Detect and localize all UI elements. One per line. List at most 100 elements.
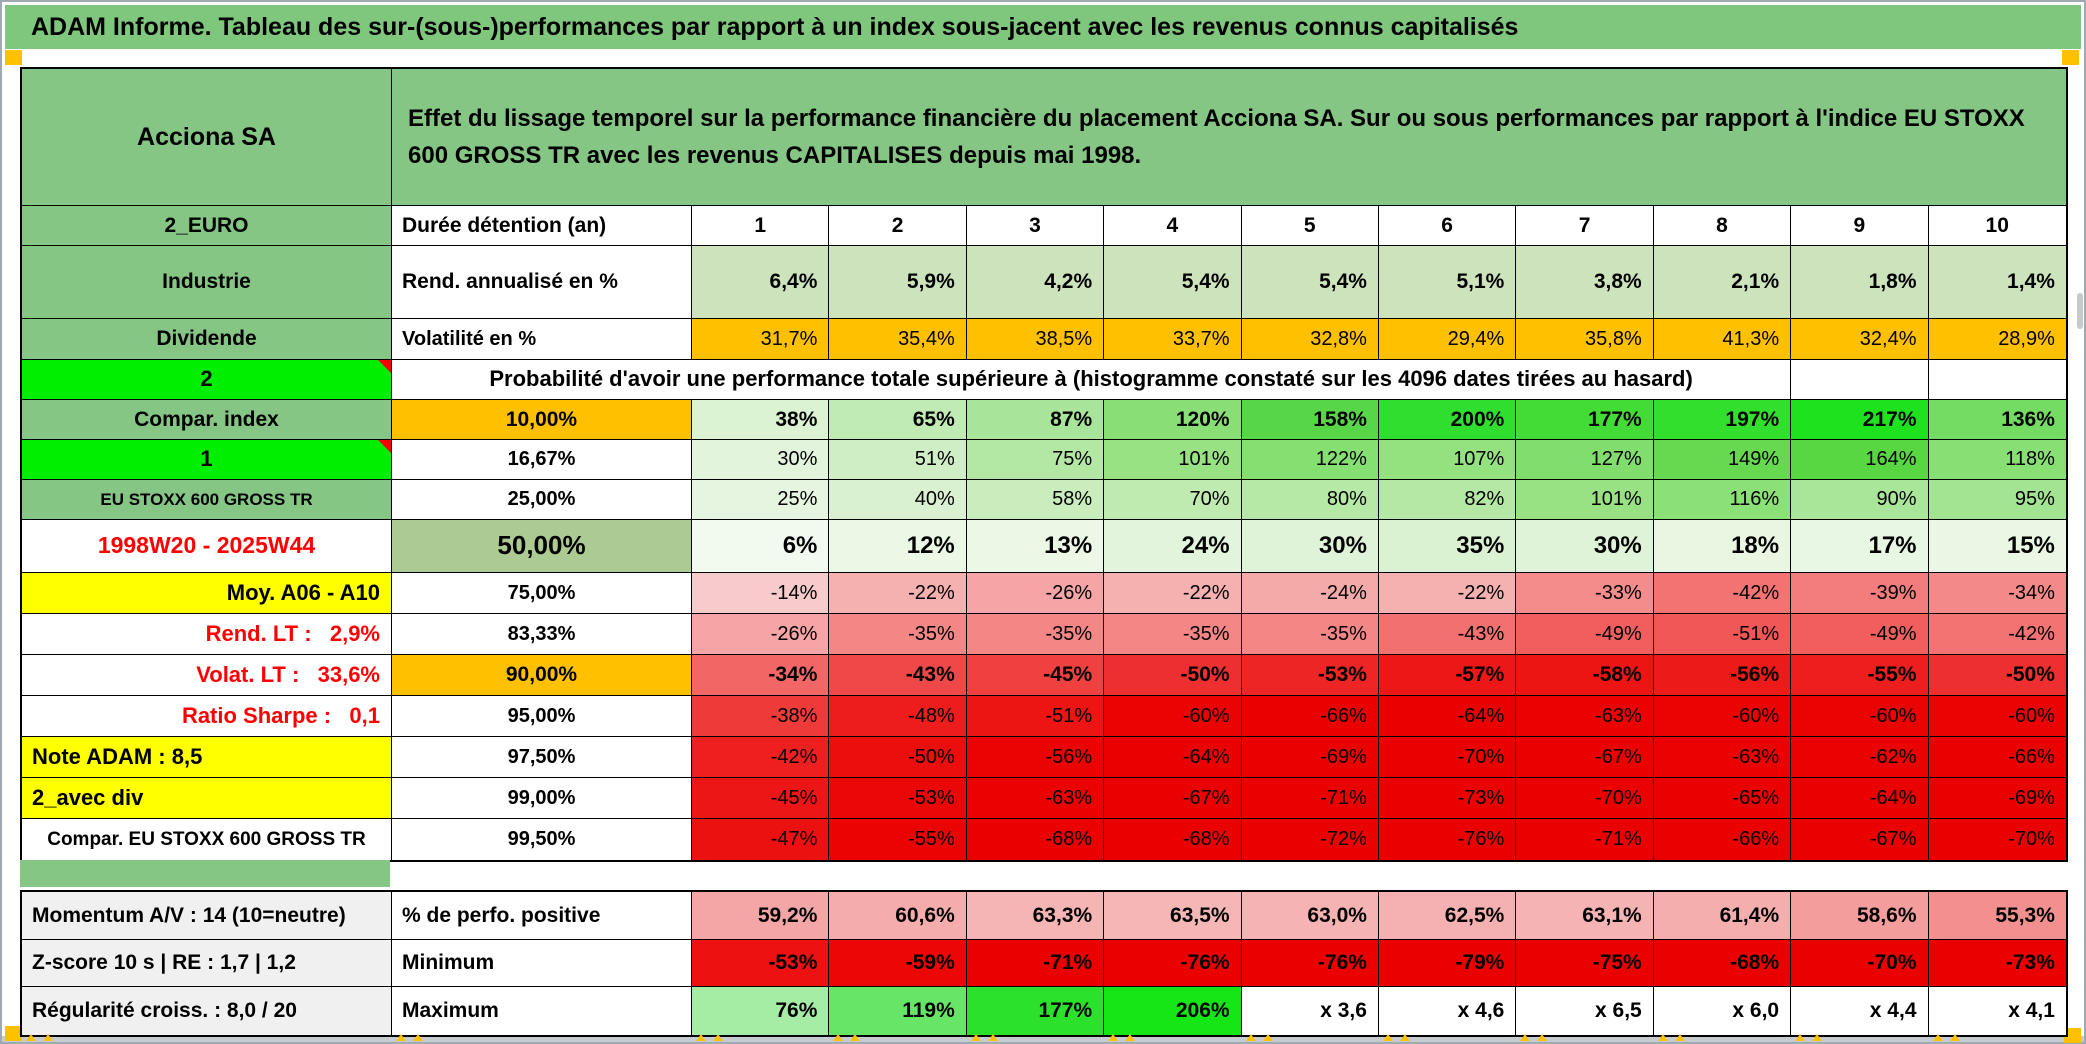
data-cell[interactable]: -73% xyxy=(1378,778,1517,819)
data-cell[interactable]: 5,4% xyxy=(1241,246,1379,319)
data-cell[interactable]: -53% xyxy=(1241,655,1379,696)
data-cell[interactable]: -57% xyxy=(1378,655,1517,696)
data-cell[interactable]: -64% xyxy=(1104,737,1242,778)
row-label-cell[interactable]: Volat. LT : 33,6% xyxy=(22,655,392,696)
data-cell[interactable]: 6 xyxy=(1378,206,1517,246)
data-cell[interactable]: -58% xyxy=(1516,655,1654,696)
data-cell[interactable]: -42% xyxy=(1928,614,2066,655)
data-cell[interactable]: -71% xyxy=(966,940,1105,987)
data-cell[interactable]: 61,4% xyxy=(1653,892,1792,940)
data-cell[interactable]: x 6,5 xyxy=(1516,987,1654,1035)
data-cell[interactable]: -70% xyxy=(1378,737,1517,778)
data-cell[interactable]: 7 xyxy=(1516,206,1654,246)
data-cell[interactable]: -71% xyxy=(1241,778,1379,819)
data-cell[interactable]: -60% xyxy=(1653,696,1792,737)
data-cell[interactable]: 10 xyxy=(1928,206,2066,246)
data-cell[interactable]: 177% xyxy=(1516,400,1654,440)
data-cell[interactable]: -24% xyxy=(1241,573,1379,614)
row-label-cell[interactable]: 2 xyxy=(22,360,392,400)
row-label-cell[interactable]: Industrie xyxy=(22,246,392,319)
data-cell[interactable]: -60% xyxy=(1791,696,1929,737)
data-cell[interactable]: -65% xyxy=(1653,778,1792,819)
data-cell[interactable]: 6% xyxy=(692,520,830,573)
percentile-cell[interactable]: % de perfo. positive xyxy=(392,892,692,940)
data-cell[interactable]: 164% xyxy=(1791,440,1929,480)
percentile-cell[interactable]: 97,50% xyxy=(392,737,692,778)
data-cell[interactable]: 58% xyxy=(966,480,1105,520)
data-cell[interactable]: 55,3% xyxy=(1928,892,2066,940)
row-label-cell[interactable]: Momentum A/V : 14 (10=neutre) xyxy=(22,892,392,940)
percentile-cell[interactable]: 10,00% xyxy=(392,400,692,440)
data-cell[interactable]: -60% xyxy=(1928,696,2066,737)
data-cell[interactable]: -22% xyxy=(1104,573,1242,614)
percentile-cell[interactable]: Volatilité en % xyxy=(392,319,692,360)
data-cell[interactable]: -67% xyxy=(1791,819,1929,860)
row-label-cell[interactable]: Ratio Sharpe : 0,1 xyxy=(22,696,392,737)
data-cell[interactable]: 30% xyxy=(1241,520,1379,573)
data-cell[interactable] xyxy=(1928,360,2066,400)
data-cell[interactable]: x 6,0 xyxy=(1654,987,1792,1035)
data-cell[interactable]: -67% xyxy=(1516,737,1654,778)
data-cell[interactable]: 58,6% xyxy=(1791,892,1929,940)
data-cell[interactable]: -35% xyxy=(1104,614,1242,655)
data-cell[interactable]: -70% xyxy=(1928,819,2066,860)
data-cell[interactable]: -34% xyxy=(1928,573,2066,614)
data-cell[interactable]: 80% xyxy=(1241,480,1379,520)
description-cell[interactable]: Effet du lissage temporel sur la perform… xyxy=(392,69,2066,206)
percentile-cell[interactable]: Rend. annualisé en % xyxy=(392,246,692,319)
data-cell[interactable]: -62% xyxy=(1791,737,1929,778)
data-cell[interactable]: 1,8% xyxy=(1791,246,1929,319)
data-cell[interactable]: -50% xyxy=(1104,655,1242,696)
row-label-cell[interactable]: Z-score 10 s | RE : 1,7 | 1,2 xyxy=(22,940,392,987)
data-cell[interactable]: -76% xyxy=(1241,940,1379,987)
data-cell[interactable]: x 4,6 xyxy=(1379,987,1517,1035)
row-label-cell[interactable]: Régularité croiss. : 8,0 / 20 xyxy=(22,987,392,1035)
data-cell[interactable]: 35,8% xyxy=(1516,319,1654,360)
data-cell[interactable]: -50% xyxy=(1928,655,2066,696)
data-cell[interactable]: 95% xyxy=(1928,480,2066,520)
data-cell[interactable]: 116% xyxy=(1653,480,1792,520)
data-cell[interactable]: -51% xyxy=(1653,614,1792,655)
data-cell[interactable]: 25% xyxy=(692,480,830,520)
data-cell[interactable]: 40% xyxy=(829,480,967,520)
data-cell[interactable]: 149% xyxy=(1653,440,1792,480)
data-cell[interactable]: 65% xyxy=(829,400,967,440)
data-cell[interactable]: -68% xyxy=(1104,819,1242,860)
data-cell[interactable]: -14% xyxy=(692,573,830,614)
data-cell[interactable]: 17% xyxy=(1791,520,1929,573)
data-cell[interactable]: -66% xyxy=(1928,737,2066,778)
data-cell[interactable]: 70% xyxy=(1104,480,1242,520)
data-cell[interactable]: 15% xyxy=(1928,520,2066,573)
data-cell[interactable]: -70% xyxy=(1516,778,1654,819)
data-cell[interactable]: -43% xyxy=(829,655,967,696)
data-cell[interactable]: -51% xyxy=(966,696,1105,737)
data-cell[interactable]: -53% xyxy=(692,940,830,987)
data-cell[interactable]: -56% xyxy=(1653,655,1792,696)
row-label-cell[interactable]: 1998W20 - 2025W44 xyxy=(22,520,392,573)
data-cell[interactable]: 158% xyxy=(1241,400,1379,440)
data-cell[interactable]: 31,7% xyxy=(692,319,830,360)
data-cell[interactable]: -39% xyxy=(1791,573,1929,614)
data-cell[interactable]: 87% xyxy=(966,400,1105,440)
data-cell[interactable]: 90% xyxy=(1791,480,1929,520)
data-cell[interactable]: 62,5% xyxy=(1378,892,1517,940)
data-cell[interactable]: 1,4% xyxy=(1928,246,2066,319)
data-cell[interactable]: 82% xyxy=(1378,480,1517,520)
row-label-cell[interactable]: EU STOXX 600 GROSS TR xyxy=(22,480,392,520)
data-cell[interactable]: x 4,4 xyxy=(1791,987,1929,1035)
row-label-cell[interactable]: Rend. LT : 2,9% xyxy=(22,614,392,655)
data-cell[interactable]: 4 xyxy=(1104,206,1242,246)
data-cell[interactable]: 63,0% xyxy=(1241,892,1379,940)
data-cell[interactable]: 118% xyxy=(1928,440,2066,480)
data-cell[interactable]: 8 xyxy=(1653,206,1792,246)
percentile-cell[interactable]: 50,00% xyxy=(392,520,692,573)
data-cell[interactable]: 18% xyxy=(1653,520,1792,573)
data-cell[interactable]: 206% xyxy=(1104,987,1242,1035)
data-cell[interactable]: -68% xyxy=(1653,940,1792,987)
data-cell[interactable]: -66% xyxy=(1653,819,1792,860)
row-label-cell[interactable]: Moy. A06 - A10 xyxy=(22,573,392,614)
data-cell[interactable]: -49% xyxy=(1791,614,1929,655)
data-cell[interactable]: -55% xyxy=(1791,655,1929,696)
data-cell[interactable]: -69% xyxy=(1241,737,1379,778)
data-cell[interactable]: 30% xyxy=(1516,520,1654,573)
